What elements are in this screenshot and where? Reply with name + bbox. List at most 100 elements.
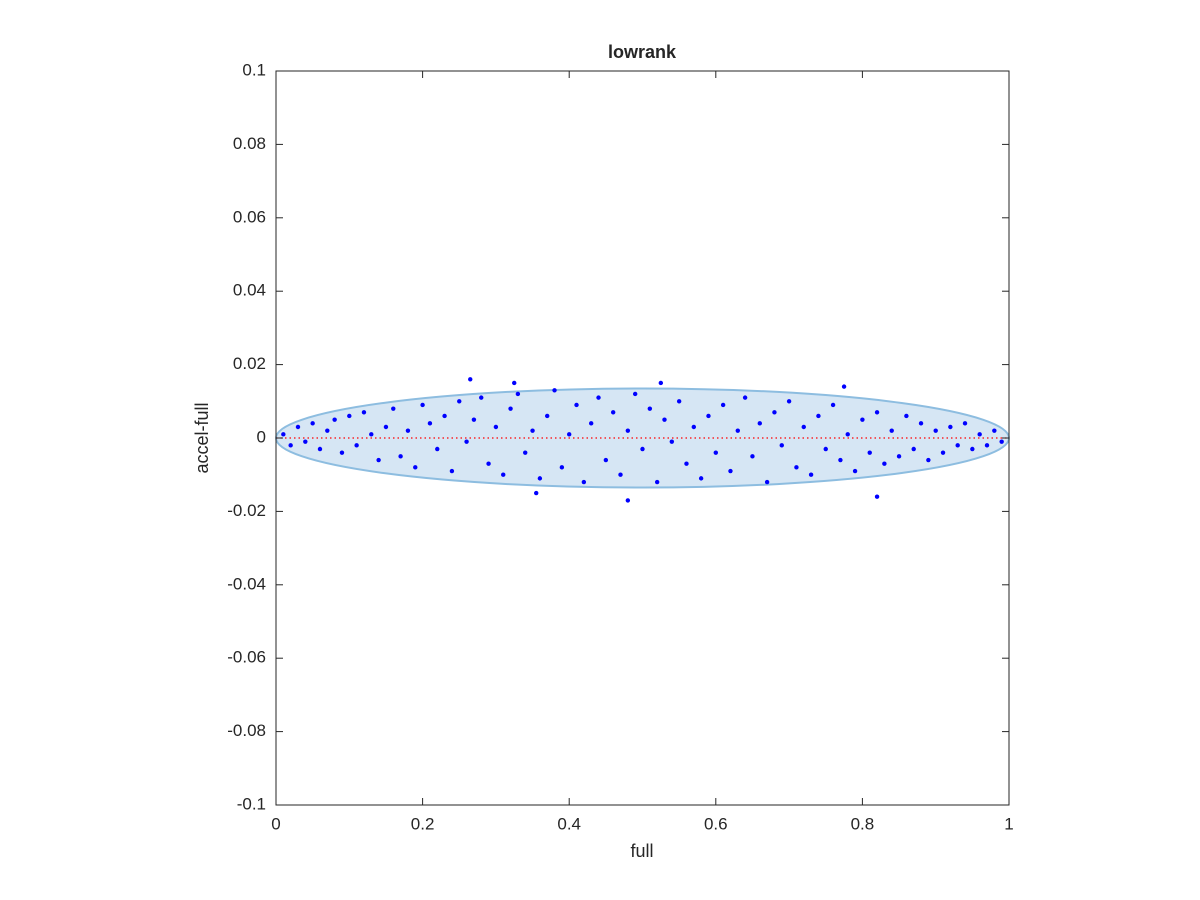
point (720, 402, 726, 408)
point (713, 450, 718, 455)
y-tick-label: 0.1 (242, 60, 266, 79)
point (618, 472, 623, 477)
point (926, 457, 931, 463)
point (332, 417, 337, 422)
point (449, 468, 455, 474)
point (992, 428, 997, 433)
point (764, 479, 770, 485)
point (369, 432, 374, 437)
point (757, 421, 762, 426)
point (567, 432, 572, 437)
point (508, 406, 513, 411)
point (940, 450, 946, 455)
point (808, 472, 814, 477)
point (706, 413, 711, 419)
point (354, 443, 359, 448)
point (698, 476, 704, 481)
y-tick-label: -0.02 (227, 501, 266, 520)
y-tick-label: 0.02 (233, 354, 266, 373)
point (457, 399, 462, 404)
y-tick-label: -0.04 (227, 574, 266, 593)
point (794, 465, 799, 470)
point (347, 413, 352, 419)
point (816, 413, 821, 419)
point (904, 413, 909, 419)
point (398, 454, 403, 459)
point (610, 410, 616, 415)
point (984, 443, 990, 448)
y-tick-label: 0.04 (233, 281, 266, 300)
point (691, 424, 697, 430)
point (486, 461, 491, 466)
point (427, 421, 433, 426)
point (948, 424, 953, 430)
point (325, 428, 330, 433)
point (479, 395, 484, 400)
point (962, 421, 968, 426)
point (559, 465, 565, 470)
point (830, 402, 836, 408)
point (658, 380, 664, 386)
y-tick-label: -0.06 (227, 648, 266, 667)
y-tick-label: -0.1 (237, 794, 266, 813)
point (735, 428, 740, 433)
point (405, 428, 411, 433)
point (933, 428, 938, 433)
point (841, 384, 847, 389)
point (581, 479, 587, 485)
point (435, 446, 440, 452)
point (317, 446, 323, 452)
point (464, 439, 469, 444)
point (376, 457, 381, 463)
x-tick-label: 0 (271, 814, 280, 833)
point (471, 417, 477, 422)
point (918, 421, 924, 426)
chart-title: lowrank (608, 42, 677, 62)
y-tick-label: 0 (257, 427, 266, 446)
ellipse (275, 387, 1010, 489)
point (281, 432, 286, 437)
point (867, 450, 872, 455)
point (772, 410, 777, 415)
point (603, 457, 609, 463)
point (999, 439, 1004, 444)
point (632, 391, 638, 397)
point (852, 468, 858, 474)
point (845, 432, 850, 437)
x-tick-label: 0.6 (704, 814, 728, 833)
point (955, 443, 960, 448)
y-tick-label: -0.08 (227, 721, 266, 740)
point (676, 399, 682, 404)
x-tick-label: 1 (1004, 814, 1013, 833)
point (468, 377, 473, 382)
point (860, 417, 865, 422)
point (625, 428, 631, 433)
point (970, 446, 975, 452)
point (977, 432, 982, 437)
point (647, 406, 653, 411)
point (288, 443, 293, 448)
point (493, 424, 499, 430)
point (515, 391, 521, 397)
point (911, 446, 916, 452)
point (669, 439, 675, 444)
point (295, 424, 301, 430)
point (874, 494, 880, 499)
point (882, 461, 887, 466)
point (654, 479, 660, 485)
point (391, 406, 396, 411)
point (750, 454, 755, 459)
x-tick-label: 0.4 (557, 814, 581, 833)
point (303, 439, 308, 444)
point (574, 402, 579, 408)
point (545, 413, 550, 419)
point (662, 417, 667, 422)
point (742, 395, 748, 400)
point (838, 457, 843, 463)
point (442, 413, 447, 419)
y-axis-label: accel-full (192, 402, 212, 473)
point (339, 450, 345, 455)
point (823, 446, 828, 452)
point (596, 395, 601, 400)
